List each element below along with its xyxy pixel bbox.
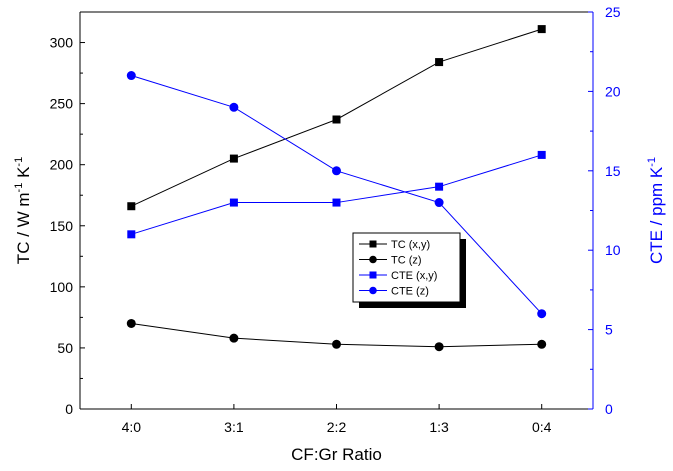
data-point-cte-z <box>537 309 547 319</box>
data-point-tc-z <box>126 318 136 328</box>
data-point-cte-x-y <box>229 198 238 207</box>
x-axis-title: CF:Gr Ratio <box>291 445 382 464</box>
y-right-tick-label: 20 <box>605 83 621 99</box>
legend-label-tc-x-y: TC (x,y) <box>391 239 430 251</box>
data-point-tc-z <box>332 339 341 349</box>
data-point-cte-x-y <box>332 198 341 207</box>
legend-marker-tc-z <box>369 255 377 264</box>
y-right-tick-label: 10 <box>605 242 621 258</box>
y-left-tick-label: 50 <box>57 340 73 356</box>
y-left-tick-label: 150 <box>50 218 74 234</box>
x-tick-label: 2:2 <box>327 419 347 435</box>
y-right-tick-label: 5 <box>605 322 613 338</box>
legend-marker-cte-x-y <box>369 271 377 279</box>
legend-marker-tc-x-y <box>369 240 377 248</box>
y-right-tick-label: 15 <box>605 163 621 179</box>
y-axis-left-title: TC / W m-1 K-1 <box>13 157 33 264</box>
y-left-tick-label: 0 <box>65 401 73 417</box>
data-point-cte-z <box>229 102 239 112</box>
x-tick-label: 1:3 <box>429 419 449 435</box>
y-right-tick-label: 0 <box>605 401 613 417</box>
legend-label-tc-z: TC (z) <box>391 255 422 267</box>
y-left-tick-label: 300 <box>50 35 74 51</box>
data-point-tc-x-y <box>229 154 238 163</box>
data-point-tc-z <box>434 342 444 352</box>
x-tick-label: 4:0 <box>122 419 142 435</box>
data-point-tc-x-y <box>127 202 136 211</box>
y-axis-right-title: CTE / ppm K-1 <box>646 157 666 264</box>
y-left-tick-label: 200 <box>50 157 74 173</box>
data-point-cte-z <box>332 166 341 176</box>
data-point-tc-z <box>229 333 239 343</box>
data-point-cte-x-y <box>435 182 444 191</box>
y-left-tick-label: 100 <box>50 279 74 295</box>
legend-marker-cte-z <box>369 286 377 295</box>
data-point-cte-z <box>434 198 444 208</box>
data-point-tc-z <box>537 339 547 349</box>
data-point-cte-x-y <box>537 150 546 159</box>
data-point-tc-x-y <box>332 115 341 124</box>
data-point-tc-x-y <box>537 25 546 34</box>
x-tick-label: 0:4 <box>532 419 552 435</box>
legend-label-cte-x-y: CTE (x,y) <box>391 270 437 282</box>
x-tick-label: 3:1 <box>224 419 244 435</box>
data-point-cte-x-y <box>127 230 136 239</box>
y-left-tick-label: 250 <box>50 96 74 112</box>
legend-label-cte-z: CTE (z) <box>391 286 429 298</box>
data-point-cte-z <box>126 71 136 81</box>
data-point-tc-x-y <box>435 58 444 67</box>
y-right-tick-label: 25 <box>605 4 621 20</box>
series-line-cte-z <box>131 75 543 315</box>
